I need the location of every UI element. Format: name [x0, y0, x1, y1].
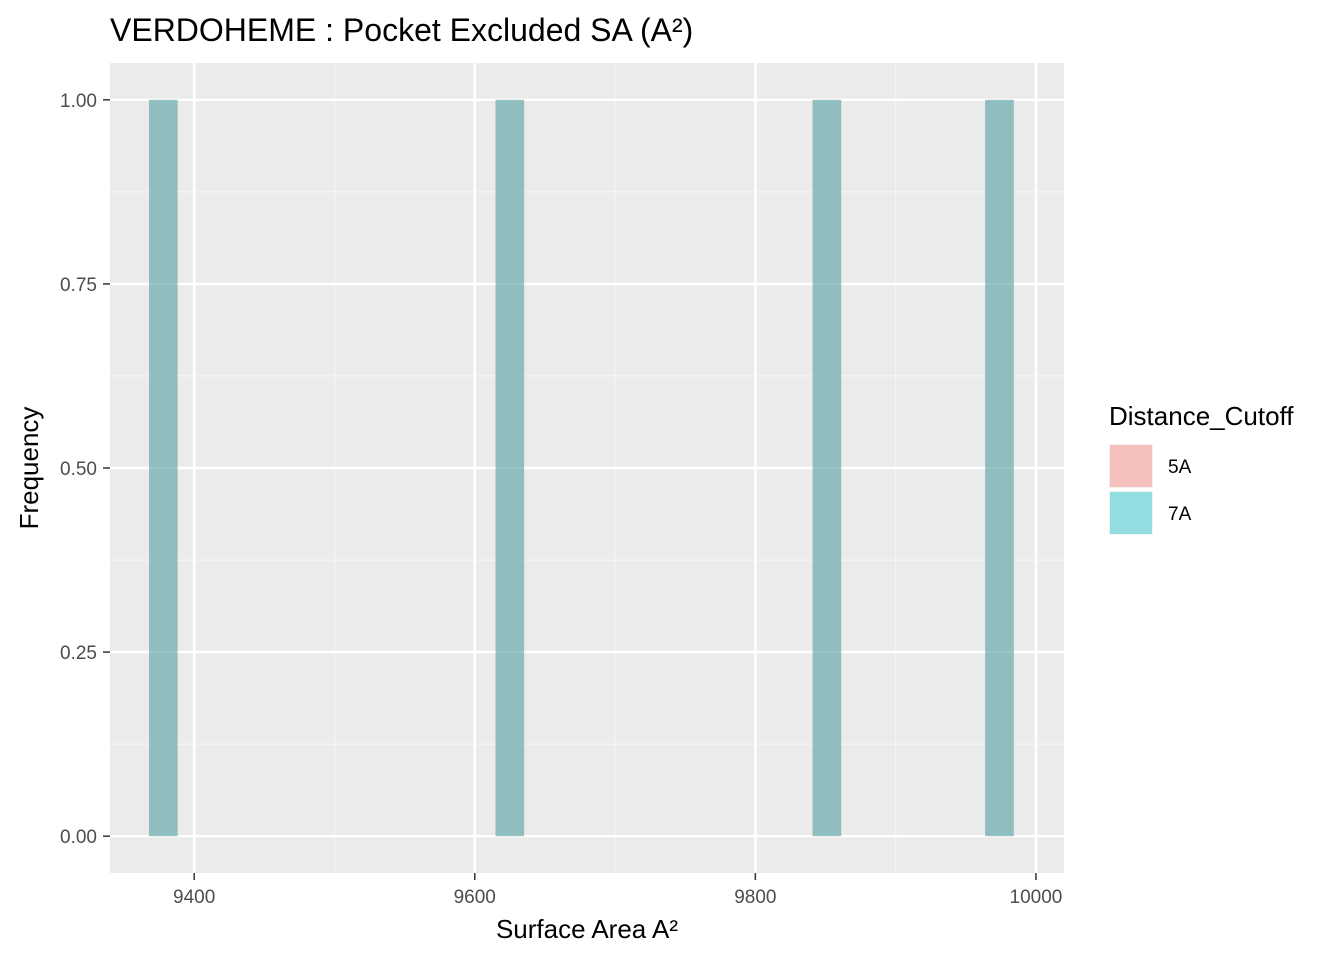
legend: Distance_Cutoff 5A 7A [1109, 401, 1294, 535]
legend-key-bg [1109, 444, 1153, 488]
legend-key-5A [1110, 445, 1152, 487]
chart-title: VERDOHEME : Pocket Excluded SA (A²) [110, 12, 693, 48]
legend-title: Distance_Cutoff [1109, 401, 1294, 431]
x-tick-label: 9600 [454, 887, 496, 908]
bar-7A-9974 [985, 99, 1014, 837]
y-tick-label: 0.50 [60, 459, 97, 480]
x-axis-title: Surface Area A² [496, 914, 678, 944]
bar-7A-9378 [149, 99, 178, 837]
legend-key-bg [1109, 491, 1153, 535]
bar-5A-9974 [985, 99, 1014, 837]
y-tick-label: 1.00 [60, 91, 97, 112]
y-axis: 0.00 0.25 0.50 0.75 1.00 [60, 91, 110, 848]
histogram-bars [149, 99, 1014, 837]
x-tick-label: 9400 [173, 887, 215, 908]
bar-5A-9378 [149, 99, 178, 837]
y-tick-label: 0.25 [60, 643, 97, 664]
x-tick-label: 10000 [1010, 887, 1063, 908]
legend-key-7A [1110, 492, 1152, 534]
grid-major [110, 63, 1064, 873]
bar-7A-9851 [812, 99, 842, 837]
x-tick-label: 9800 [734, 887, 776, 908]
legend-label-5A: 5A [1168, 457, 1192, 478]
y-tick-label: 0.75 [60, 275, 97, 296]
bar-5A-9851 [812, 99, 842, 837]
bar-5A-9625 [495, 99, 525, 837]
bar-7A-9625 [495, 99, 525, 837]
y-axis-title: Frequency [14, 407, 44, 530]
x-axis: 9400 9600 9800 10000 [173, 873, 1062, 908]
legend-label-7A: 7A [1168, 504, 1192, 525]
y-tick-label: 0.00 [60, 827, 97, 848]
